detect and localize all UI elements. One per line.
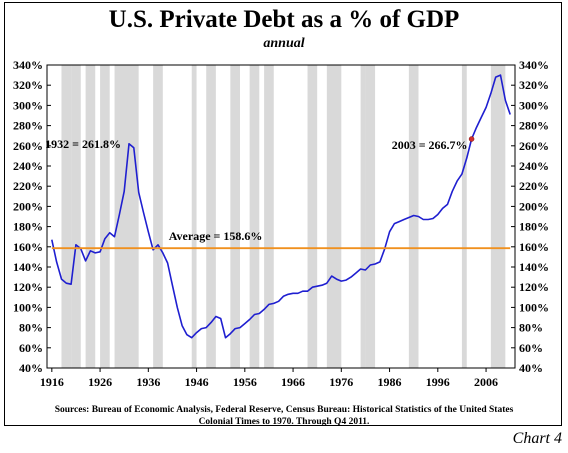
annotation-label-2003: 2003 = 266.7% <box>392 138 468 152</box>
y-tick-label-left-100: 100% <box>13 300 43 314</box>
recession-band-8 <box>230 65 240 368</box>
annotation-label-1932: 1932 = 261.8% <box>45 137 121 151</box>
plot-area <box>46 64 516 369</box>
y-tick-label-right-180: 180% <box>519 220 549 234</box>
y-tick-label-left-280: 280% <box>13 119 43 133</box>
y-tick-label-left-80: 80% <box>19 321 43 335</box>
recession-band-16 <box>461 65 467 368</box>
y-tick-label-left-160: 160% <box>13 240 43 254</box>
y-tick-label-left-120: 120% <box>13 280 43 294</box>
y-tick-label-right-60: 60% <box>519 341 543 355</box>
y-tick-label-right-80: 80% <box>519 321 543 335</box>
recession-band-10 <box>264 65 274 368</box>
y-tick-label-left-260: 260% <box>13 139 43 153</box>
recession-band-3 <box>100 65 110 368</box>
recession-band-9 <box>249 65 260 368</box>
y-tick-label-left-320: 320% <box>13 78 43 92</box>
recession-band-12 <box>326 65 342 368</box>
y-tick-label-left-40: 40% <box>19 361 43 375</box>
source-note: Sources: Bureau of Economic Analysis, Fe… <box>20 404 548 428</box>
y-tick-label-left-340: 340% <box>13 58 43 72</box>
y-tick-label-right-200: 200% <box>519 199 549 213</box>
x-tick-label-1926: 1926 <box>88 375 112 389</box>
y-tick-label-right-220: 220% <box>519 179 549 193</box>
x-tick-label-1956: 1956 <box>233 375 257 389</box>
recession-band-14 <box>365 65 376 368</box>
y-tick-label-left-60: 60% <box>19 341 43 355</box>
y-tick-label-right-320: 320% <box>519 78 549 92</box>
y-tick-label-right-160: 160% <box>519 240 549 254</box>
chart-number: Chart 4 <box>512 430 562 447</box>
recession-band-13 <box>360 65 366 368</box>
chart-plot: 40% 40% 60% 60% 80% 80% 100% 100% 120% 120% 140% 14… <box>13 58 549 389</box>
y-tick-label-right-340: 340% <box>519 58 549 72</box>
y-tick-label-right-140: 140% <box>519 260 549 274</box>
recession-band-15 <box>408 65 419 368</box>
x-tick-label-2006: 2006 <box>474 375 498 389</box>
y-tick-label-right-300: 300% <box>519 98 549 112</box>
y-tick-label-left-140: 140% <box>13 260 43 274</box>
source-line-2: Colonial Times to 1970. Through Q4 2011. <box>198 417 370 427</box>
x-tick-label-1986: 1986 <box>378 375 402 389</box>
x-tick-label-1936: 1936 <box>136 375 160 389</box>
recession-band-11 <box>307 65 318 368</box>
recession-band-7 <box>206 65 216 368</box>
chart-subtitle: annual <box>263 36 305 51</box>
source-line-1: Sources: Bureau of Economic Analysis, Fe… <box>54 405 514 415</box>
chart-frame <box>4 2 562 426</box>
y-tick-label-right-100: 100% <box>519 300 549 314</box>
x-tick-label-1916: 1916 <box>40 375 64 389</box>
y-tick-label-left-180: 180% <box>13 220 43 234</box>
y-tick-label-right-260: 260% <box>519 139 549 153</box>
series-line-private-debt <box>51 74 511 339</box>
y-tick-label-left-300: 300% <box>13 98 43 112</box>
y-tick-label-left-220: 220% <box>13 179 43 193</box>
recession-band-0 <box>61 65 72 368</box>
y-tick-label-left-240: 240% <box>13 159 43 173</box>
y-tick-label-right-240: 240% <box>519 159 549 173</box>
x-tick-label-1946: 1946 <box>185 375 209 389</box>
recession-band-5 <box>153 65 163 368</box>
y-tick-label-right-280: 280% <box>519 119 549 133</box>
chart-title: U.S. Private Debt as a % of GDP <box>108 6 460 33</box>
y-tick-label-right-40: 40% <box>519 361 543 375</box>
y-tick-label-left-200: 200% <box>13 199 43 213</box>
y-tick-label-right-120: 120% <box>519 280 549 294</box>
x-tick-label-1966: 1966 <box>281 375 305 389</box>
annotation-label-average: Average = 158.6% <box>169 229 263 243</box>
annotation-marker-2 <box>468 136 475 142</box>
recession-band-1 <box>71 65 81 368</box>
x-tick-label-1996: 1996 <box>426 375 450 389</box>
x-tick-label-1976: 1976 <box>329 375 353 389</box>
recession-band-17 <box>490 65 506 368</box>
recession-band-6 <box>191 65 197 368</box>
recession-band-2 <box>85 65 96 368</box>
